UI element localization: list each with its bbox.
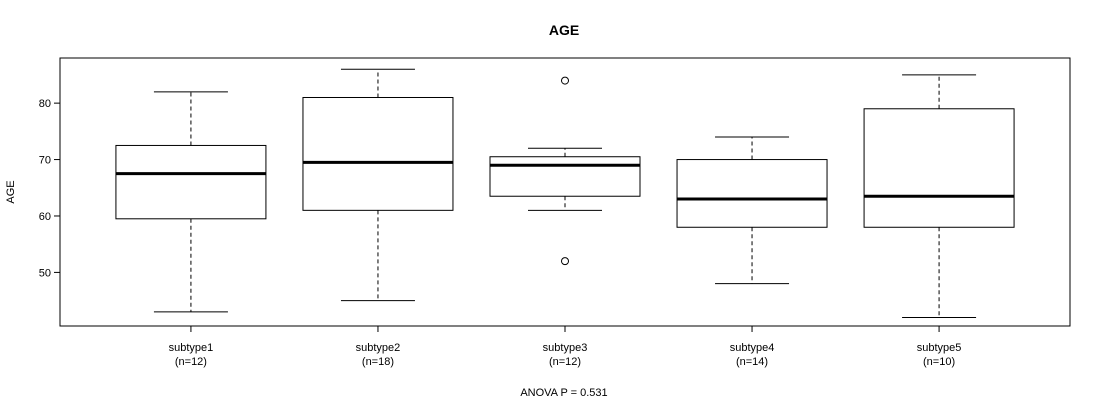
x-tick-label: subtype1 — [169, 342, 214, 354]
x-tick-count-label: (n=18) — [362, 356, 394, 368]
iqr-box — [302, 96, 454, 211]
y-tick-label: 70 — [39, 155, 51, 167]
x-axis: subtype1 (n=12) subtype2 (n=18) subtype3 (n=1… — [169, 325, 962, 368]
box-subtype2 — [302, 68, 454, 302]
x-tick-label: subtype2 — [356, 342, 401, 354]
x-tick-label: subtype5 — [917, 342, 962, 354]
iqr-box — [115, 144, 267, 220]
y-axis-label: AGE — [5, 180, 17, 203]
iqr-box — [676, 159, 828, 228]
box-subtype1 — [115, 91, 267, 313]
iqr-box — [489, 156, 641, 197]
anova-label: ANOVA P = 0.531 — [520, 387, 607, 399]
chart-title: AGE — [549, 22, 579, 38]
boxes-layer — [115, 68, 1015, 319]
box-subtype3 — [489, 76, 641, 266]
box-subtype5 — [863, 74, 1015, 319]
x-tick-label: subtype4 — [730, 342, 775, 354]
y-tick-label: 50 — [39, 267, 51, 279]
x-tick-count-label: (n=12) — [549, 356, 581, 368]
y-tick-label: 60 — [39, 211, 51, 223]
x-tick-count-label: (n=10) — [923, 356, 955, 368]
outlier-point — [561, 76, 569, 85]
box-subtype4 — [676, 136, 828, 285]
y-tick-label: 80 — [39, 98, 51, 110]
iqr-box — [863, 108, 1015, 228]
outlier-point — [561, 257, 569, 266]
x-tick-count-label: (n=12) — [175, 356, 207, 368]
y-axis: 50 60 70 80 — [39, 98, 61, 279]
x-tick-label: subtype3 — [543, 342, 588, 354]
x-tick-count-label: (n=14) — [736, 356, 768, 368]
